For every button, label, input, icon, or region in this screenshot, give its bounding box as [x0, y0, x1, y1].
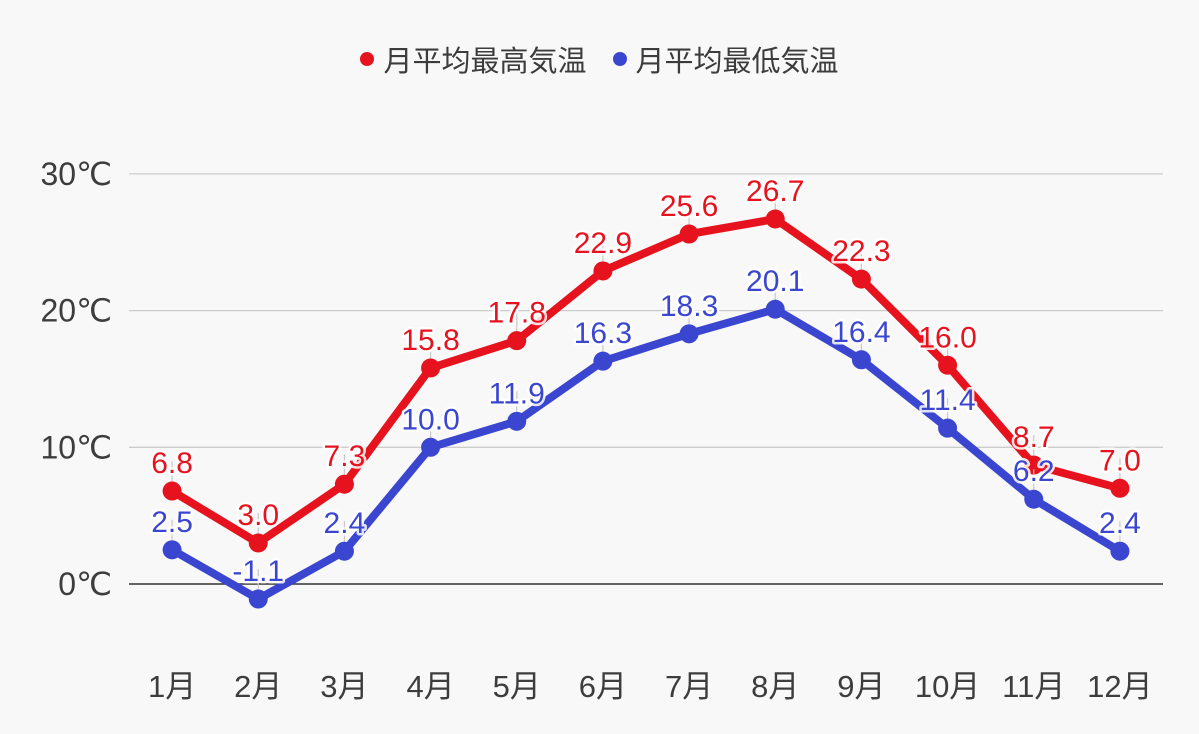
- legend-marker-min-temp-icon: [612, 52, 627, 66]
- data-label: 17.8: [488, 297, 546, 330]
- data-point: [248, 589, 268, 609]
- x-axis-tick-label: 8月: [751, 669, 799, 704]
- data-point: [162, 540, 182, 560]
- x-axis-tick-label: 12月: [1087, 669, 1152, 704]
- legend-label-max-temp: 月平均最高気温: [383, 46, 587, 78]
- data-label: 22.9: [574, 227, 632, 260]
- data-point: [507, 411, 527, 431]
- data-label: 11.9: [489, 377, 545, 410]
- legend-item-max-temp: 月平均最高気温: [360, 38, 587, 80]
- data-label: 2.4: [1099, 507, 1141, 540]
- data-label: 16.3: [574, 317, 632, 350]
- data-point: [593, 261, 613, 281]
- x-axis-tick-label: 1月: [148, 669, 196, 704]
- data-point: [421, 358, 441, 378]
- data-label: 16.0: [918, 321, 976, 354]
- data-label: 6.2: [1013, 455, 1055, 488]
- x-axis-tick-label: 5月: [493, 669, 541, 704]
- data-label: -1.1: [232, 555, 284, 588]
- data-label: 26.7: [746, 175, 804, 208]
- x-axis-tick-label: 10月: [915, 669, 980, 704]
- data-label: 6.8: [151, 447, 193, 480]
- data-label: 20.1: [746, 265, 804, 298]
- data-point: [1024, 455, 1044, 475]
- data-point: [938, 418, 958, 438]
- series-line: [168, 215, 1124, 547]
- data-label: 22.3: [832, 235, 890, 268]
- data-point: [1110, 541, 1130, 561]
- data-label: 8.7: [1013, 421, 1055, 454]
- legend-label-min-temp: 月平均最低気温: [635, 46, 839, 78]
- data-label: 10.0: [401, 403, 459, 436]
- data-point: [1024, 489, 1044, 509]
- data-label: 25.6: [660, 190, 718, 223]
- y-axis-tick-label: 20℃: [40, 293, 112, 329]
- legend-marker-max-temp-icon: [360, 52, 375, 66]
- x-axis-tick-label: 2月: [234, 669, 282, 704]
- data-point: [334, 474, 354, 494]
- data-point: [679, 224, 699, 244]
- data-point: [1110, 478, 1130, 498]
- data-label: 18.3: [660, 290, 718, 323]
- data-point: [765, 209, 785, 229]
- series-line: [168, 305, 1124, 604]
- y-axis-tick-label: 10℃: [40, 429, 112, 465]
- data-label: 2.4: [324, 507, 366, 540]
- legend-item-min-temp: 月平均最低気温: [612, 38, 839, 80]
- data-label: 7.0: [1099, 444, 1141, 477]
- data-point: [421, 437, 441, 457]
- data-point: [334, 541, 354, 561]
- data-label: 11.4: [919, 384, 975, 417]
- data-point: [162, 481, 182, 501]
- data-label: 15.8: [401, 324, 459, 357]
- x-axis-tick-label: 3月: [320, 669, 368, 704]
- data-label: 7.3: [324, 440, 366, 473]
- data-point: [507, 331, 527, 351]
- x-axis-tick-label: 6月: [579, 669, 627, 704]
- data-point: [593, 351, 613, 371]
- y-axis-tick-label: 30℃: [40, 156, 112, 192]
- x-axis-tick-label: 11月: [1002, 669, 1065, 704]
- legend: 月平均最高気温 月平均最低気温: [0, 38, 1199, 80]
- data-point: [851, 350, 871, 370]
- data-point: [765, 299, 785, 319]
- data-label: 16.4: [832, 316, 890, 349]
- data-point: [851, 269, 871, 289]
- y-axis-tick-label: 0℃: [58, 566, 112, 602]
- x-axis-tick-label: 9月: [837, 669, 885, 704]
- data-point: [248, 533, 268, 553]
- data-label: 2.5: [151, 506, 193, 539]
- x-axis-tick-label: 4月: [406, 669, 454, 704]
- x-axis-tick-label: 7月: [665, 669, 713, 704]
- data-point: [938, 355, 958, 375]
- data-label: 3.0: [237, 499, 279, 532]
- data-point: [679, 324, 699, 344]
